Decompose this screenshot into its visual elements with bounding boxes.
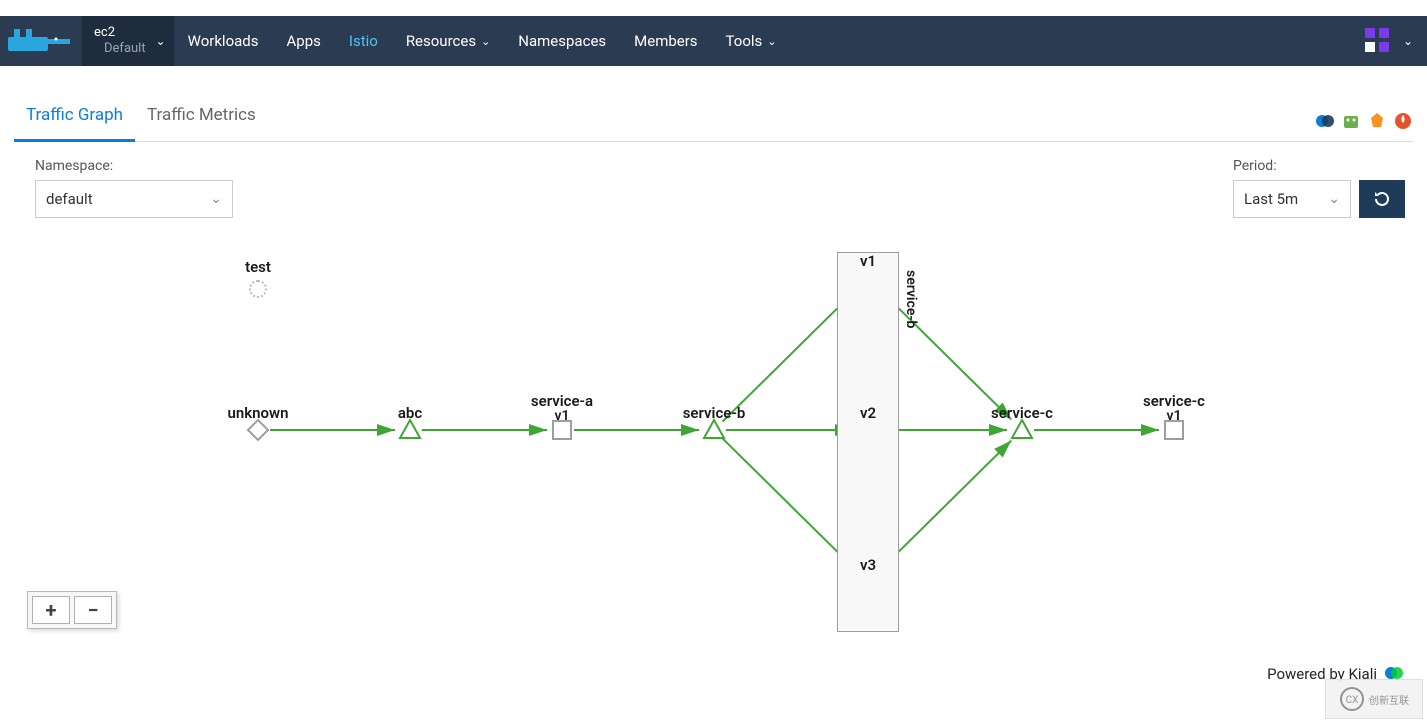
kiali-icon[interactable] <box>1315 111 1335 131</box>
project-name: Default <box>104 41 146 56</box>
chevron-down-icon: ⌄ <box>767 35 776 48</box>
namespace-label: Namespace: <box>35 158 233 174</box>
apps-grid-icon[interactable] <box>1361 24 1395 58</box>
node-sublabel: v1 <box>554 408 569 424</box>
nav-right: ⌄ <box>1361 24 1427 58</box>
graph-node[interactable] <box>704 420 724 438</box>
nav-item-resources[interactable]: Resources⌄ <box>392 16 504 66</box>
top-navbar: ec2 Default ⌄ WorkloadsAppsIstioResource… <box>0 16 1427 66</box>
watermark: CX 创新互联 <box>1325 679 1423 719</box>
nav-item-workloads[interactable]: Workloads <box>174 16 273 66</box>
zoom-controls: + − <box>27 591 117 629</box>
subtab-traffic-graph[interactable]: Traffic Graph <box>14 91 135 142</box>
node-label: v3 <box>860 556 876 574</box>
prometheus-icon[interactable] <box>1393 111 1413 131</box>
node-label: service-b <box>683 404 746 422</box>
subtab-traffic-metrics[interactable]: Traffic Metrics <box>135 91 268 141</box>
watermark-text: 创新互联 <box>1369 692 1409 707</box>
nav-item-apps[interactable]: Apps <box>273 16 335 66</box>
filter-bar: Namespace: default ⌄ Period: Last 5m ⌄ <box>35 158 1405 218</box>
nav-item-members[interactable]: Members <box>620 16 711 66</box>
chevron-down-icon: ⌄ <box>481 35 490 48</box>
node-label: unknown <box>228 404 289 422</box>
nav-item-tools[interactable]: Tools⌄ <box>712 16 791 66</box>
node-label: service-c <box>991 404 1053 422</box>
zoom-in-button[interactable]: + <box>32 596 70 624</box>
cluster-selector[interactable]: ec2 Default ⌄ <box>82 16 174 66</box>
service-group-box <box>837 252 899 632</box>
integration-icons <box>1315 111 1413 141</box>
node-label: v1 <box>860 252 876 270</box>
refresh-button[interactable] <box>1359 180 1405 218</box>
graph-node[interactable] <box>400 420 420 438</box>
namespace-filter: Namespace: default ⌄ <box>35 158 233 218</box>
period-label: Period: <box>1233 158 1405 174</box>
node-label: v2 <box>860 404 876 422</box>
node-label: abc <box>398 404 422 422</box>
graph-node[interactable] <box>1012 420 1032 438</box>
chevron-down-icon: ⌄ <box>1328 191 1340 207</box>
jaeger-icon[interactable] <box>1341 111 1361 131</box>
loading-spinner-icon <box>249 280 267 298</box>
nav-item-istio[interactable]: Istio <box>335 16 392 66</box>
svg-text:CX: CX <box>1346 695 1359 706</box>
period-value: Last 5m <box>1244 190 1298 208</box>
node-sublabel: v1 <box>1166 408 1181 424</box>
nav-item-namespaces[interactable]: Namespaces <box>504 16 620 66</box>
service-group-label: service-b <box>903 270 919 328</box>
namespace-value: default <box>46 190 93 208</box>
period-select[interactable]: Last 5m ⌄ <box>1233 180 1351 218</box>
chevron-down-icon: ⌄ <box>156 34 166 48</box>
zoom-out-button[interactable]: − <box>74 596 112 624</box>
nav-items: WorkloadsAppsIstioResources⌄NamespacesMe… <box>174 16 791 66</box>
chevron-down-icon: ⌄ <box>210 191 222 207</box>
traffic-graph-canvas[interactable]: service-btestunknownabcservice-av1servic… <box>25 230 1402 641</box>
chevron-down-icon[interactable]: ⌄ <box>1403 34 1413 48</box>
grafana-icon[interactable] <box>1367 111 1387 131</box>
rancher-logo[interactable] <box>0 16 82 66</box>
namespace-select[interactable]: default ⌄ <box>35 180 233 218</box>
period-filter: Period: Last 5m ⌄ <box>1233 158 1405 218</box>
cluster-name: ec2 <box>94 26 146 40</box>
node-label: test <box>245 258 271 276</box>
subtab-bar: Traffic GraphTraffic Metrics <box>14 90 1413 142</box>
graph-node[interactable] <box>248 420 268 440</box>
